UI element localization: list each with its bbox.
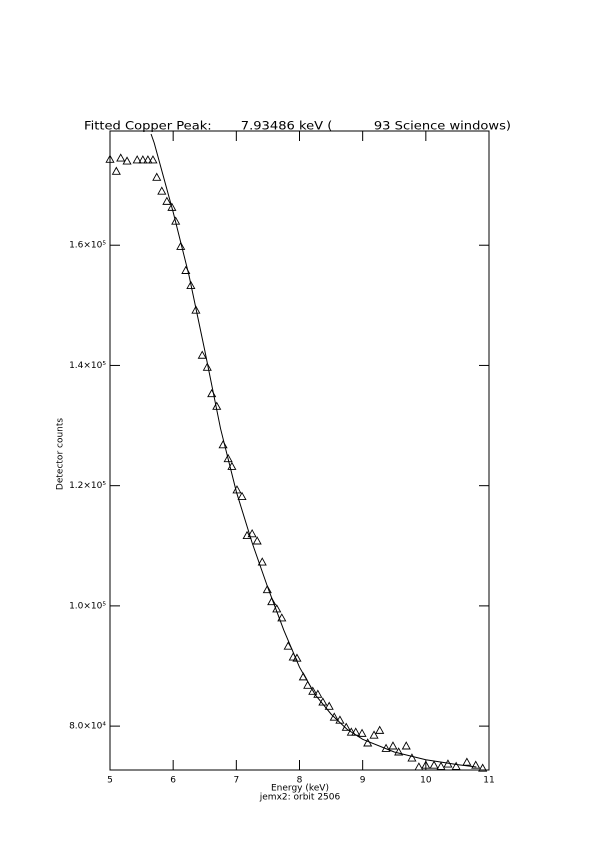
- data-point: [257, 557, 267, 566]
- data-point: [324, 701, 334, 710]
- x-axis-label: Energy (keV): [271, 784, 329, 794]
- x-tick-label: 11: [483, 776, 494, 786]
- data-point: [157, 186, 167, 195]
- data-point: [111, 166, 121, 175]
- data-point: [143, 155, 153, 164]
- data-point: [436, 761, 446, 770]
- data-point: [232, 485, 242, 494]
- data-point: [105, 154, 115, 163]
- data-point: [262, 584, 272, 594]
- data-point: [218, 440, 228, 449]
- data-point: [421, 760, 431, 769]
- data-point: [329, 712, 339, 721]
- data-point: [341, 722, 351, 731]
- y-tick-label: 8.0×10⁴: [69, 722, 106, 732]
- chart-title: Fitted Copper Peak: 7.93486 keV ( 93 Sci…: [84, 119, 511, 133]
- data-point: [162, 196, 172, 205]
- x-tick-label: 5: [107, 776, 113, 786]
- data-point: [394, 747, 404, 756]
- data-point: [252, 536, 262, 545]
- data-point: [308, 686, 318, 695]
- y-tick-label: 1.4×10⁵: [69, 361, 106, 371]
- data-point: [357, 728, 367, 737]
- y-tick-label: 1.0×10⁵: [69, 601, 106, 611]
- y-axis-label: Detector counts: [56, 418, 66, 490]
- data-point: [122, 156, 132, 165]
- data-point: [152, 172, 162, 181]
- data-point: [471, 760, 481, 769]
- data-point: [267, 596, 277, 606]
- data-point: [462, 757, 472, 766]
- plot-frame: [109, 130, 490, 771]
- y-tick-label: 1.6×10⁵: [69, 241, 106, 251]
- data-point: [132, 155, 142, 164]
- data-point: [346, 727, 356, 736]
- data-point: [237, 491, 247, 500]
- data-point: [223, 453, 233, 463]
- data-point: [148, 155, 158, 164]
- data-point: [369, 730, 379, 739]
- data-point: [451, 761, 461, 770]
- data-point: [197, 350, 207, 359]
- x-tick-label: 9: [360, 776, 366, 786]
- data-point: [388, 741, 398, 750]
- data-point: [407, 753, 417, 762]
- data-point: [167, 202, 177, 211]
- data-point: [116, 153, 126, 162]
- data-point: [176, 241, 186, 250]
- x-tick-label: 7: [233, 776, 239, 786]
- data-point: [202, 362, 212, 371]
- data-point: [191, 305, 201, 314]
- data-point: [138, 155, 148, 164]
- x-tick-label: 10: [420, 776, 432, 786]
- x-tick-label: 8: [297, 776, 303, 786]
- data-point: [277, 613, 287, 622]
- y-tick-label: 1.2×10⁵: [69, 481, 106, 491]
- data-point: [375, 725, 385, 734]
- x-tick-label: 6: [170, 776, 176, 786]
- data-point: [478, 763, 488, 772]
- data-point: [401, 741, 411, 750]
- fit-curve: [150, 133, 477, 768]
- data-point: [414, 762, 424, 771]
- data-point: [429, 760, 439, 769]
- data-point: [247, 529, 257, 538]
- subtitle: jemx2: orbit 2506: [259, 793, 341, 803]
- data-point: [186, 280, 196, 289]
